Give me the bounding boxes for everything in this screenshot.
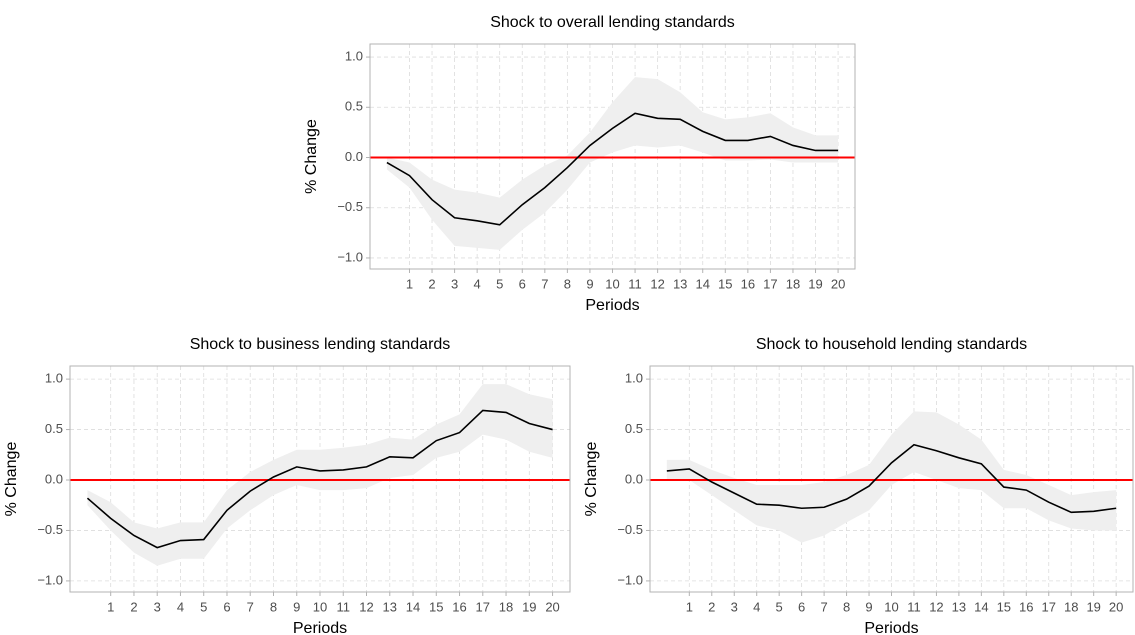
x-tick-label: 11 (907, 599, 921, 614)
x-tick-label: 15 (718, 276, 732, 291)
x-tick-label: 19 (808, 276, 822, 291)
x-tick-label: 4 (753, 599, 760, 614)
x-tick-label: 9 (586, 276, 593, 291)
x-tick-label: 5 (776, 599, 783, 614)
x-tick-label: 15 (429, 599, 443, 614)
x-tick-label: 8 (270, 599, 277, 614)
y-tick-label: −0.5 (337, 199, 363, 214)
x-tick-label: 9 (293, 599, 300, 614)
x-tick-label: 2 (708, 599, 715, 614)
x-tick-label: 4 (474, 276, 481, 291)
x-tick-label: 3 (451, 276, 458, 291)
y-tick-label: 1.0 (625, 371, 643, 386)
x-axis-label: Periods (864, 620, 918, 635)
x-tick-label: 14 (406, 599, 420, 614)
x-axis-label: Periods (293, 620, 347, 635)
y-tick-label: −1.0 (37, 572, 63, 587)
x-axis-label: Periods (585, 297, 639, 314)
y-axis-label: % Change (303, 119, 320, 194)
line (666, 443, 1117, 514)
x-tick-label: 12 (929, 599, 943, 614)
x-tick-label: 2 (130, 599, 137, 614)
x-tick-label: 13 (383, 599, 397, 614)
y-tick-label: 0.5 (345, 99, 363, 114)
x-tick-label: 12 (650, 276, 664, 291)
x-tick-label: 8 (564, 276, 571, 291)
x-tick-label: 11 (628, 276, 642, 291)
chart-title: Shock to business lending standards (190, 336, 451, 353)
y-tick-label: 0.0 (345, 149, 363, 164)
y-tick-label: −0.5 (37, 522, 63, 537)
x-tick-label: 1 (686, 599, 693, 614)
x-tick-label: 6 (519, 276, 526, 291)
x-tick-label: 1 (107, 599, 114, 614)
x-tick-label: 16 (452, 599, 466, 614)
y-tick-label: 0.5 (625, 421, 643, 436)
x-tick-label: 20 (831, 276, 845, 291)
x-tick-label: 17 (1042, 599, 1056, 614)
x-tick-label: 14 (695, 276, 709, 291)
x-tick-label: 13 (673, 276, 687, 291)
y-axis-label: % Change (583, 442, 600, 517)
x-tick-label: 1 (406, 276, 413, 291)
chart-title: Shock to household lending standards (756, 336, 1027, 353)
confidence-band (87, 384, 553, 566)
x-tick-label: 7 (247, 599, 254, 614)
x-tick-label: 7 (541, 276, 548, 291)
x-tick-label: 16 (1019, 599, 1033, 614)
x-tick-label: 16 (741, 276, 755, 291)
x-tick-label: 10 (313, 599, 327, 614)
x-tick-label: 17 (476, 599, 490, 614)
x-tick-label: 3 (731, 599, 738, 614)
confidence-band (386, 77, 839, 250)
line (386, 112, 839, 226)
x-tick-label: 18 (499, 599, 513, 614)
y-tick-label: −1.0 (337, 249, 363, 264)
x-tick-label: 17 (763, 276, 777, 291)
x-tick-label: 19 (522, 599, 536, 614)
y-tick-label: 0.5 (45, 421, 63, 436)
x-tick-label: 4 (177, 599, 184, 614)
y-tick-label: 1.0 (345, 48, 363, 63)
x-tick-label: 19 (1086, 599, 1100, 614)
x-tick-label: 10 (884, 599, 898, 614)
confidence-band (666, 411, 1117, 543)
x-tick-label: 7 (820, 599, 827, 614)
chart-title: Shock to overall lending standards (490, 14, 735, 31)
y-tick-label: −1.0 (617, 572, 643, 587)
x-tick-label: 10 (605, 276, 619, 291)
y-tick-label: 0.0 (45, 471, 63, 486)
x-tick-label: 5 (200, 599, 207, 614)
x-tick-label: 20 (1109, 599, 1123, 614)
x-tick-label: 13 (952, 599, 966, 614)
x-tick-label: 15 (997, 599, 1011, 614)
x-tick-label: 9 (865, 599, 872, 614)
y-tick-label: 1.0 (45, 371, 63, 386)
x-tick-label: 14 (974, 599, 988, 614)
line (86, 409, 553, 549)
x-tick-label: 3 (154, 599, 161, 614)
x-tick-label: 11 (337, 599, 351, 614)
x-tick-label: 2 (428, 276, 435, 291)
y-tick-label: −0.5 (617, 522, 643, 537)
x-tick-label: 5 (496, 276, 503, 291)
x-tick-label: 18 (1064, 599, 1078, 614)
x-tick-label: 6 (223, 599, 230, 614)
y-tick-label: 0.0 (625, 471, 643, 486)
x-tick-label: 6 (798, 599, 805, 614)
x-tick-label: 12 (359, 599, 373, 614)
x-tick-label: 8 (843, 599, 850, 614)
x-tick-label: 18 (786, 276, 800, 291)
y-axis-label: % Change (3, 442, 20, 517)
x-tick-label: 20 (545, 599, 559, 614)
